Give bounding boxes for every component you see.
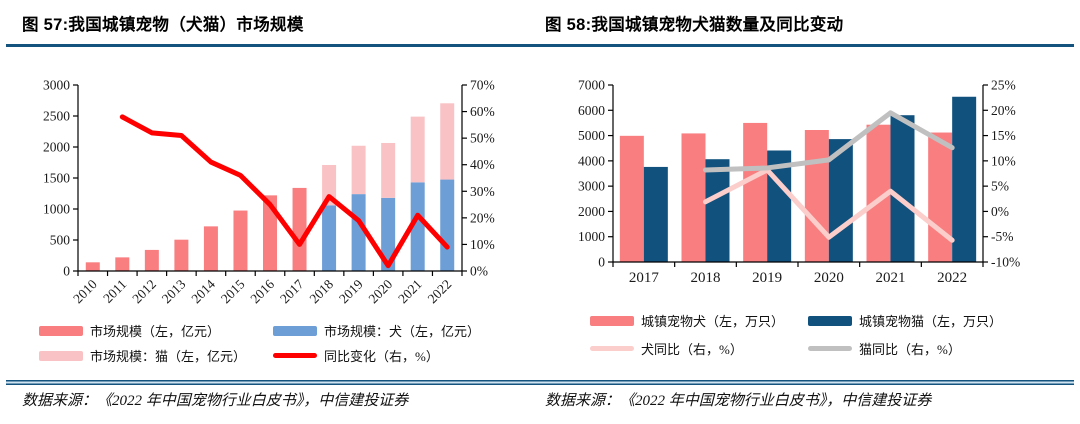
svg-text:60%: 60% [470,104,495,119]
svg-text:2013: 2013 [159,276,189,306]
svg-text:2018: 2018 [306,276,336,306]
svg-text:2020: 2020 [814,270,844,286]
svg-text:20%: 20% [991,103,1016,118]
svg-text:2011: 2011 [100,277,129,306]
svg-text:2500: 2500 [43,109,70,124]
svg-text:2017: 2017 [629,270,660,286]
svg-text:20%: 20% [470,210,495,225]
svg-text:2012: 2012 [129,277,159,307]
figure58-source: 数据来源：《2022 年中国宠物行业白皮书》，中信建投证券 [545,393,932,409]
svg-text:50%: 50% [470,131,495,146]
figure58-chart: 0 1000 2000 3000 4000 5000 6000 7000 -10% -5% 0% 5%… [578,78,1020,287]
legend-label: 犬同比（右，%） [641,342,743,357]
svg-text:2019: 2019 [752,270,782,286]
svg-text:2019: 2019 [336,276,366,306]
svg-text:0%: 0% [470,264,488,279]
market-total-swatch [39,325,83,336]
figure57-chart: 0 500 1000 1500 2000 2500 3000 0% 10% 20% 30% 40% 50… [43,78,495,307]
urban-dog-swatch [590,315,634,326]
svg-text:6000: 6000 [578,103,605,118]
svg-text:2017: 2017 [277,276,307,306]
legend-item-yoy-change: 同比变化（右，%） [273,346,480,365]
svg-text:40%: 40% [470,157,495,172]
svg-text:0%: 0% [991,204,1009,219]
svg-text:30%: 30% [470,184,495,199]
svg-text:5000: 5000 [578,128,605,143]
svg-text:4000: 4000 [578,153,605,168]
svg-text:1000: 1000 [578,229,605,244]
svg-text:0: 0 [63,264,70,279]
svg-text:2018: 2018 [691,270,721,286]
svg-text:3000: 3000 [43,78,70,93]
dog-yoy-line-swatch [590,346,634,351]
figure57-legend: 市场规模（左，亿元） 市场规模：犬（左，亿元） 市场规模：猫（左，亿元） 同比变… [39,321,480,365]
legend-label: 市场规模：犬（左，亿元） [324,324,481,339]
svg-text:10%: 10% [991,153,1016,168]
legend-label: 同比变化（右，%） [324,349,439,364]
figure57-source: 数据来源：《2022 年中国宠物行业白皮书》，中信建投证券 [22,393,409,409]
legend-label: 城镇宠物猫（左，万只） [859,314,1003,329]
legend-label: 市场规模（左，亿元） [90,324,221,339]
figure58-legend: 城镇宠物犬（左，万只） 城镇宠物猫（左，万只） 犬同比（右，%） 猫同比（右，%… [590,311,1002,358]
legend-item-dog-yoy: 犬同比（右，%） [590,339,808,358]
svg-text:2021: 2021 [876,270,906,286]
legend-item-cat-yoy: 猫同比（右，%） [808,339,1002,358]
title-rule [6,44,1074,47]
svg-text:70%: 70% [470,78,495,93]
legend-label: 城镇宠物犬（左，万只） [641,314,785,329]
figure57-title: 图 57:我国城镇宠物（犬猫）市场规模 [22,16,304,34]
svg-text:1500: 1500 [43,171,70,186]
svg-text:2022: 2022 [937,270,967,286]
svg-text:2014: 2014 [188,276,218,306]
svg-text:1000: 1000 [43,202,70,217]
svg-text:7000: 7000 [578,78,605,93]
legend-label: 市场规模：猫（左，亿元） [90,349,247,364]
svg-text:-10%: -10% [991,255,1020,270]
svg-text:5%: 5% [991,179,1009,194]
svg-text:2022: 2022 [425,277,455,307]
cat-yoy-line-swatch [808,346,852,351]
figure58-title: 图 58:我国城镇宠物犬猫数量及同比变动 [545,16,844,34]
svg-text:2021: 2021 [395,277,425,307]
legend-label: 猫同比（右，%） [859,342,961,357]
legend-item-market-cat: 市场规模：猫（左，亿元） [39,346,273,365]
yoy-line-swatch [273,353,317,358]
market-cat-swatch [39,350,83,361]
legend-item-market-dog: 市场规模：犬（左，亿元） [273,321,480,340]
legend-item-urban-dog: 城镇宠物犬（左，万只） [590,311,808,330]
svg-text:10%: 10% [470,237,495,252]
svg-text:2000: 2000 [578,204,605,219]
svg-text:15%: 15% [991,128,1016,143]
legend-item-market-total: 市场规模（左，亿元） [39,321,273,340]
svg-text:2000: 2000 [43,140,70,155]
svg-text:2010: 2010 [70,276,100,306]
footer-rule [6,380,1074,385]
svg-text:2015: 2015 [218,276,248,306]
svg-text:25%: 25% [991,78,1016,93]
urban-cat-swatch [808,315,852,326]
legend-item-urban-cat: 城镇宠物猫（左，万只） [808,311,1002,330]
svg-text:2016: 2016 [247,276,277,306]
svg-text:3000: 3000 [578,179,605,194]
svg-text:500: 500 [50,233,71,248]
svg-text:0: 0 [598,255,605,270]
market-dog-swatch [273,325,317,336]
svg-text:2020: 2020 [366,276,396,306]
svg-text:-5%: -5% [991,229,1014,244]
